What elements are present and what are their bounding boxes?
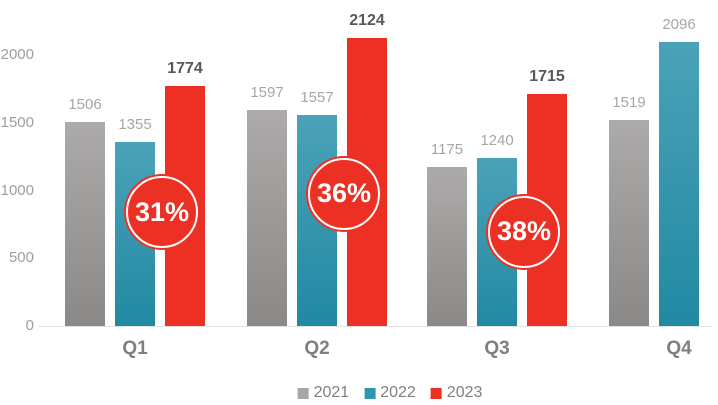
x-axis-line bbox=[38, 326, 712, 327]
x-axis-label-q4: Q4 bbox=[666, 338, 692, 359]
legend-swatch-2021 bbox=[297, 387, 309, 399]
bar-2021-q2 bbox=[247, 110, 287, 326]
x-axis-label-q1: Q1 bbox=[122, 338, 148, 359]
legend-label-2021: 2021 bbox=[313, 384, 350, 401]
value-label-2022-q4: 2096 bbox=[662, 16, 696, 33]
percent-badge-q3: 38% bbox=[488, 195, 560, 268]
bar-2022-q4 bbox=[659, 42, 699, 326]
legend-item-2023: 2023 bbox=[430, 384, 483, 402]
y-axis-tick: 0 bbox=[25, 317, 34, 334]
value-label-2021-q4: 1519 bbox=[612, 94, 646, 111]
legend-item-2022: 2022 bbox=[364, 384, 416, 402]
bar-2021-q3 bbox=[427, 167, 467, 326]
value-label-2023-q3: 1715 bbox=[529, 68, 565, 85]
chart-legend: 2021 2022 2023 bbox=[297, 384, 483, 402]
y-axis-tick: 500 bbox=[8, 249, 34, 267]
bar-2021-q4 bbox=[609, 120, 649, 326]
x-axis-label-q2: Q2 bbox=[304, 338, 330, 359]
legend-swatch-2022 bbox=[364, 387, 376, 399]
y-axis-tick: 1500 bbox=[0, 113, 34, 131]
legend-label-2022: 2022 bbox=[380, 384, 416, 401]
legend-label-2023: 2023 bbox=[446, 384, 483, 401]
value-label-2022-q2: 1557 bbox=[300, 89, 334, 106]
value-label-2021-q1: 1506 bbox=[68, 96, 102, 113]
value-label-2021-q3: 1175 bbox=[430, 141, 464, 158]
percent-badge-q1: 31% bbox=[126, 176, 198, 249]
value-label-2022-q1: 1355 bbox=[118, 116, 152, 133]
y-axis-tick: 2000 bbox=[0, 46, 34, 63]
legend-item-2021: 2021 bbox=[297, 384, 350, 402]
percent-badge-q2: 36% bbox=[308, 157, 380, 230]
value-label-2023-q2: 2124 bbox=[349, 12, 385, 29]
value-label-2021-q2: 1597 bbox=[250, 84, 284, 101]
bar-2021-q1 bbox=[65, 122, 105, 326]
y-axis-tick: 1000 bbox=[0, 181, 34, 199]
value-label-2023-q1: 1774 bbox=[167, 60, 203, 77]
legend-swatch-2023 bbox=[430, 387, 442, 399]
x-axis-label-q3: Q3 bbox=[484, 338, 510, 359]
value-label-2022-q3: 1240 bbox=[480, 132, 514, 149]
